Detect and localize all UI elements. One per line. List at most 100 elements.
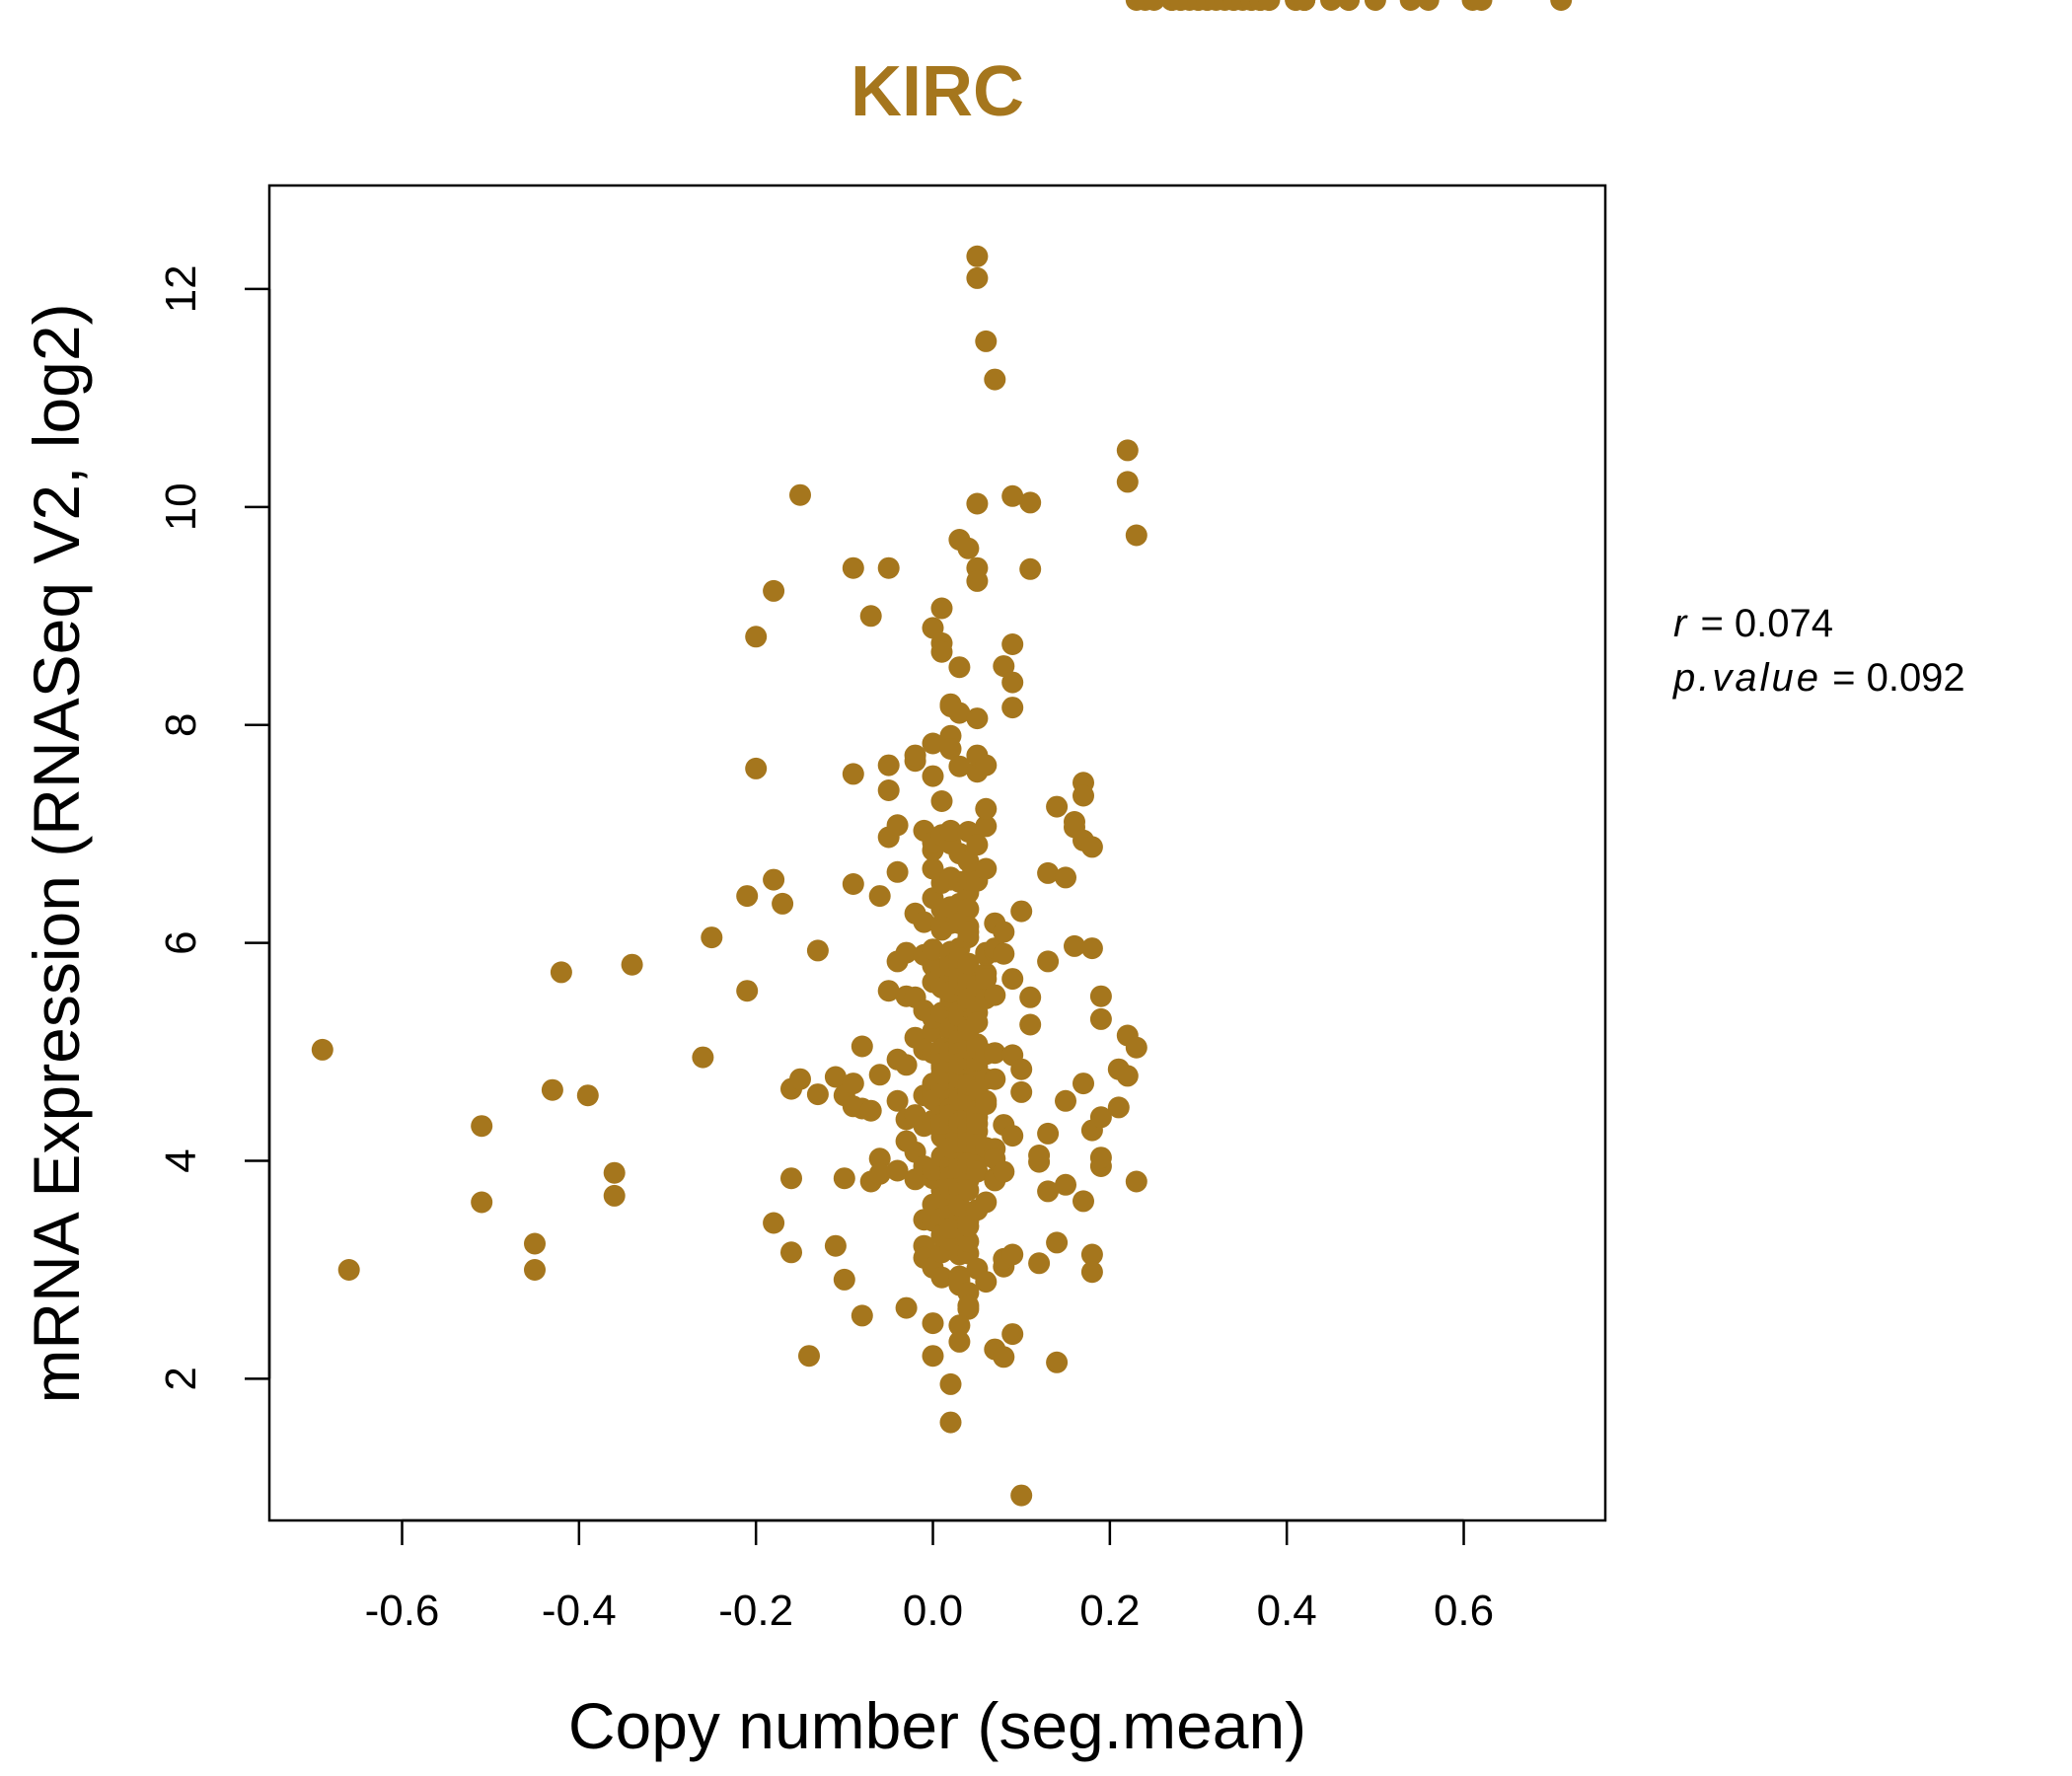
x-tick-label: -0.6 bbox=[365, 1587, 440, 1635]
data-point bbox=[311, 1038, 333, 1061]
data-point bbox=[1089, 1147, 1112, 1169]
data-point bbox=[966, 492, 989, 515]
data-point bbox=[966, 266, 989, 289]
data-point bbox=[922, 938, 944, 961]
data-point bbox=[842, 1073, 864, 1095]
data-point bbox=[957, 921, 980, 943]
data-point bbox=[576, 1084, 599, 1107]
data-point bbox=[772, 892, 794, 915]
data-point bbox=[763, 579, 785, 602]
data-point bbox=[1037, 1180, 1060, 1203]
data-point bbox=[789, 483, 811, 506]
data-point bbox=[851, 1035, 873, 1058]
data-point bbox=[1073, 784, 1094, 807]
data-point bbox=[1125, 1036, 1147, 1059]
data-point bbox=[745, 626, 768, 648]
data-point bbox=[957, 1215, 980, 1237]
data-point bbox=[975, 1191, 998, 1214]
data-point bbox=[877, 779, 900, 801]
data-point bbox=[984, 368, 1006, 391]
data-point bbox=[984, 984, 1006, 1006]
data-point bbox=[701, 926, 723, 949]
r-value: 0.074 bbox=[1734, 602, 1834, 645]
data-point bbox=[1080, 836, 1103, 858]
data-point bbox=[1125, 1170, 1147, 1193]
data-point bbox=[621, 953, 643, 976]
data-point bbox=[824, 1066, 847, 1088]
data-point bbox=[550, 961, 572, 984]
data-point bbox=[975, 857, 998, 880]
data-point bbox=[1019, 986, 1042, 1008]
x-tick-label: 0.2 bbox=[1079, 1587, 1140, 1635]
data-point bbox=[957, 898, 980, 921]
data-point bbox=[1064, 934, 1085, 957]
data-point bbox=[524, 1232, 546, 1255]
data-point bbox=[1019, 491, 1042, 514]
y-tick-label: 2 bbox=[157, 1367, 205, 1390]
y-tick-label: 6 bbox=[157, 930, 205, 954]
data-point bbox=[1037, 950, 1060, 973]
data-point bbox=[736, 980, 759, 1002]
data-point bbox=[1010, 1080, 1033, 1103]
data-point bbox=[471, 1191, 493, 1214]
data-point bbox=[1037, 861, 1060, 884]
data-point bbox=[603, 1161, 626, 1184]
data-point bbox=[939, 1372, 962, 1395]
data-point bbox=[993, 655, 1015, 678]
p-value-value: 0.092 bbox=[1866, 656, 1965, 700]
x-tick-label: -0.2 bbox=[718, 1587, 793, 1635]
data-point bbox=[1125, 524, 1147, 547]
data-point bbox=[824, 1234, 847, 1257]
data-point bbox=[877, 980, 900, 1002]
data-point bbox=[939, 738, 962, 760]
data-point bbox=[1550, 0, 1573, 11]
data-point bbox=[1417, 0, 1440, 11]
data-point bbox=[1019, 557, 1042, 580]
data-point bbox=[1055, 866, 1076, 889]
data-point bbox=[868, 1147, 891, 1170]
y-tick-label: 10 bbox=[157, 482, 205, 531]
data-point bbox=[833, 1268, 855, 1291]
data-point bbox=[886, 860, 909, 883]
data-point bbox=[806, 939, 829, 962]
data-point bbox=[975, 968, 998, 991]
data-point bbox=[736, 885, 759, 908]
data-point bbox=[886, 1089, 909, 1112]
data-point bbox=[966, 834, 989, 856]
data-point bbox=[1010, 900, 1033, 923]
p-value-annotation: p.value = 0.092 bbox=[1673, 656, 1965, 700]
x-tick-label: 0.0 bbox=[903, 1587, 963, 1635]
data-point bbox=[1019, 1013, 1042, 1036]
data-point bbox=[948, 1314, 971, 1337]
data-point bbox=[541, 1078, 563, 1101]
p-value-label: p.value bbox=[1673, 656, 1821, 700]
data-point bbox=[930, 597, 953, 620]
data-point bbox=[975, 1093, 998, 1116]
data-point bbox=[948, 656, 971, 679]
data-point bbox=[922, 765, 944, 787]
data-point bbox=[966, 245, 989, 267]
data-point bbox=[966, 1160, 989, 1183]
x-tick-label: -0.4 bbox=[542, 1587, 617, 1635]
data-point bbox=[1055, 1089, 1076, 1112]
data-point bbox=[842, 763, 864, 785]
data-point bbox=[780, 1167, 802, 1190]
data-point bbox=[524, 1259, 546, 1281]
data-point bbox=[957, 952, 980, 975]
data-point bbox=[895, 1296, 918, 1319]
data-point bbox=[895, 941, 918, 964]
x-axis-label: Copy number (seg.mean) bbox=[568, 1689, 1306, 1762]
data-point bbox=[1001, 1323, 1024, 1346]
x-axis: -0.6 -0.4 -0.2 0.0 0.2 0.4 0.6 bbox=[365, 1518, 1494, 1635]
data-point bbox=[603, 1184, 626, 1207]
data-point bbox=[868, 1064, 891, 1086]
data-point bbox=[930, 1266, 953, 1289]
data-point bbox=[913, 911, 935, 933]
data-point bbox=[859, 1099, 882, 1122]
data-point bbox=[957, 1230, 980, 1253]
data-point bbox=[948, 702, 971, 724]
data-point bbox=[886, 814, 909, 837]
data-point bbox=[1089, 1106, 1112, 1129]
data-point bbox=[842, 873, 864, 895]
